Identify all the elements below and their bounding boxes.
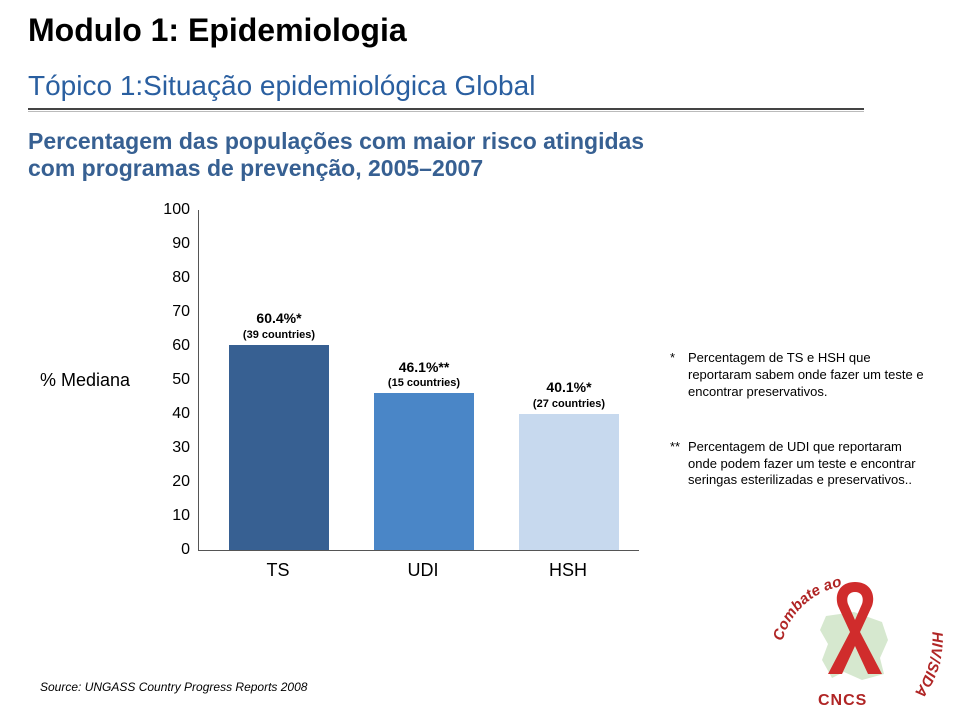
legend-item: *Percentagem de TS e HSH que reportaram …	[670, 350, 940, 401]
bar-chart: % Mediana 0 10 20 30 40 50 60 70 80 90 100 60.4%*(…	[40, 200, 660, 600]
cncs-text: CNCS	[818, 692, 867, 710]
cncs-logo: Combate ao HIV/SIDA CNCS	[760, 570, 950, 710]
y-axis: 0102030405060708090100	[150, 210, 190, 550]
bar-label: 40.1%*(27 countries)	[499, 380, 639, 409]
y-tick: 80	[150, 269, 190, 287]
chart-heading: Percentagem das populações com maior ris…	[28, 128, 644, 182]
y-tick: 10	[150, 507, 190, 525]
title-rule	[28, 108, 864, 110]
page-title: Modulo 1: Epidemiologia	[28, 12, 407, 49]
logo-arc-text: Combate ao HIV/SIDA	[760, 570, 950, 710]
y-tick: 100	[150, 201, 190, 219]
y-tick: 30	[150, 439, 190, 457]
bar-hsh	[519, 414, 619, 550]
y-tick: 20	[150, 473, 190, 491]
chart-heading-line2: com programas de prevenção, 2005–2007	[28, 155, 644, 182]
x-category: HSH	[518, 560, 618, 581]
legend-item: **Percentagem de UDI que reportaram onde…	[670, 439, 940, 490]
plot-area: 60.4%*(39 countries)46.1%**(15 countries…	[198, 210, 639, 551]
svg-text:HIV/SIDA: HIV/SIDA	[911, 631, 945, 700]
bar-ts	[229, 345, 329, 550]
chart-heading-line1: Percentagem das populações com maior ris…	[28, 128, 644, 155]
bar-udi	[374, 393, 474, 550]
y-tick: 0	[150, 541, 190, 559]
bar-label: 60.4%*(39 countries)	[209, 311, 349, 340]
x-category: TS	[228, 560, 328, 581]
legend: *Percentagem de TS e HSH que reportaram …	[670, 350, 940, 527]
y-tick: 90	[150, 235, 190, 253]
y-axis-label: % Mediana	[40, 370, 130, 391]
y-tick: 70	[150, 303, 190, 321]
y-tick: 50	[150, 371, 190, 389]
bar-label: 46.1%**(15 countries)	[354, 360, 494, 389]
y-tick: 60	[150, 337, 190, 355]
title-rule-shadow	[28, 111, 864, 112]
page-subtitle: Tópico 1:Situação epidemiológica Global	[28, 70, 535, 102]
svg-text:Combate ao: Combate ao	[770, 573, 843, 642]
source-text: Source: UNGASS Country Progress Reports …	[40, 680, 307, 694]
y-tick: 40	[150, 405, 190, 423]
x-category: UDI	[373, 560, 473, 581]
